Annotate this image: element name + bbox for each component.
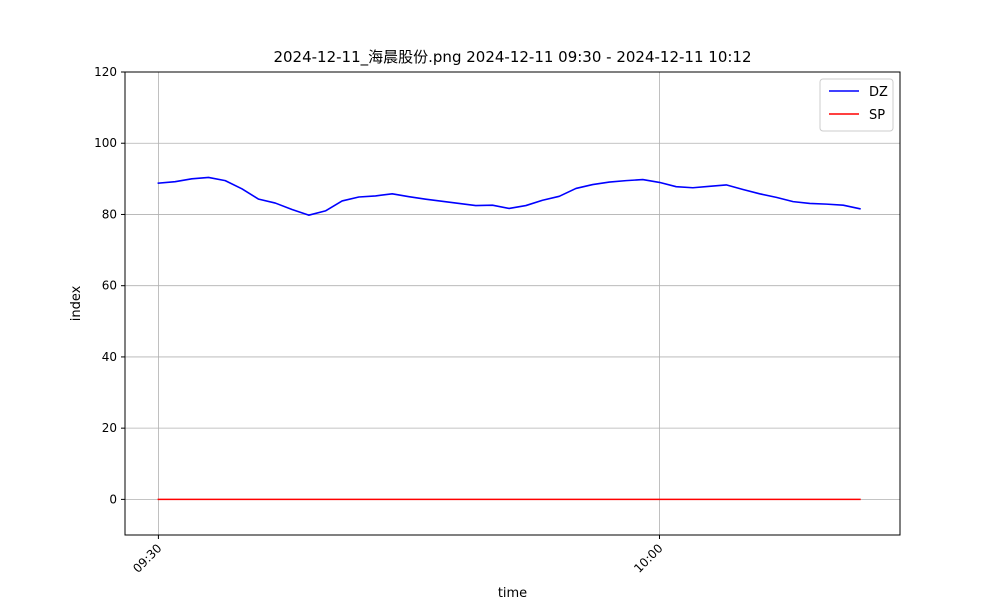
- y-tick-label: 60: [102, 279, 117, 293]
- plot-frame: [124, 71, 901, 536]
- y-tick-label: 40: [102, 350, 117, 364]
- legend-box: [819, 78, 894, 132]
- x-axis-label: time: [498, 586, 527, 600]
- legend-label-sp: SP: [869, 108, 885, 123]
- plot-area: [125, 72, 900, 535]
- series-line-dz: [157, 176, 861, 216]
- y-tick-label: 80: [102, 207, 117, 221]
- y-tick-label: 0: [109, 492, 117, 506]
- series-layer: [157, 176, 861, 501]
- y-axis-label: index: [69, 285, 84, 321]
- y-tick-label: 100: [94, 136, 117, 150]
- y-tick-label: 120: [94, 65, 117, 79]
- chart-title: 2024-12-11_海晨股份.png 2024-12-11 09:30 - 2…: [273, 48, 751, 67]
- legend-label-dz: DZ: [869, 85, 888, 100]
- legend: DZ SP: [819, 78, 894, 132]
- y-tick-label: 20: [102, 421, 117, 435]
